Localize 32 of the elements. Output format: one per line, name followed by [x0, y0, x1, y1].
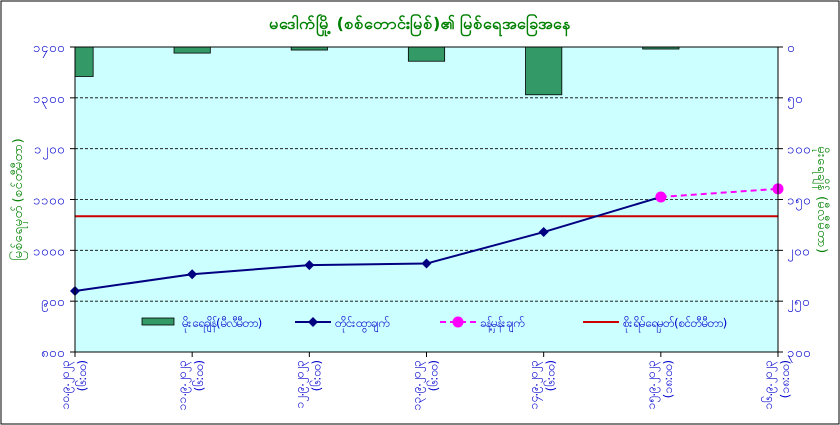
point: [422, 258, 432, 269]
chart-title: မဒေါက်မြို့ (စစ်တောင်းမြစ်)၏ မြစ်ရေအခြေအနေ: [269, 13, 571, 37]
legend-label: စိုးရိမ်ရေမှတ်(စင်တီမီတာ): [623, 315, 728, 333]
y2-tick-label: ၀: [787, 41, 795, 56]
y-tick-label: ၁၄၀၀: [33, 41, 65, 58]
x-tick-label: ၁၃.၉.၂၀၂၃ (၆:၀၀): [410, 360, 440, 411]
y-axis-title: မြစ်ရေမှတ် (စင်တီမီတာ): [9, 138, 28, 261]
point: [538, 227, 549, 238]
y-tick-label: ၁၀၀၀: [33, 244, 65, 260]
x-tick-label: ၁၄.၉.၂၀၂၃ (၆:၀၀): [526, 360, 558, 410]
y2-tick-label: ၃၀၀: [787, 346, 811, 363]
y-tick-label: ၁၃၀၀: [33, 92, 65, 109]
legend-label: မိုးရေချိန်(မီလီမီတာ): [182, 315, 262, 333]
point: [187, 269, 198, 280]
x-tick-label: ၁၆.၉.၂၀၂၃ (၁၈:၀၀): [760, 360, 792, 410]
x-tick-label: ၁၁.၉.၂၀၂၃ (၆:၀၀): [175, 360, 206, 411]
y2-tick-label: ၂၅၀: [787, 295, 810, 312]
y2-tick-label: ၅၀: [787, 92, 803, 109]
y2-tick-label: ၂၀၀: [787, 244, 810, 262]
legend-label: ခန့်မှန်းချက်: [480, 315, 524, 333]
y-tick-label: ၉၀၀: [41, 295, 65, 312]
x-tick-label: ၁၅.၉.၂၀၂၃ (၁၈:၀၀): [644, 360, 675, 410]
x-tick-label: ၁၂.၉.၂၀၂၃ (၆:၀၀): [292, 360, 324, 409]
y-tick-label: ၁၂၀၀: [34, 142, 65, 160]
y2-tick-label: ၁၀၀: [787, 142, 811, 158]
x-tick-label: ၁၀.၉.၂၀၂၃ (၆:၀၀): [58, 360, 89, 410]
y2-tick-label: ၁၅၀: [787, 194, 811, 210]
y-tick-label: ၈၀၀: [41, 346, 65, 361]
y2-axis-title: မိုးရေချိန် (မီလီမီတာ): [812, 146, 830, 254]
legend-label: တိုင်းထွာချက်: [335, 315, 389, 333]
y-tick-label: ၁၁၀၀: [33, 194, 65, 208]
point: [304, 260, 314, 270]
